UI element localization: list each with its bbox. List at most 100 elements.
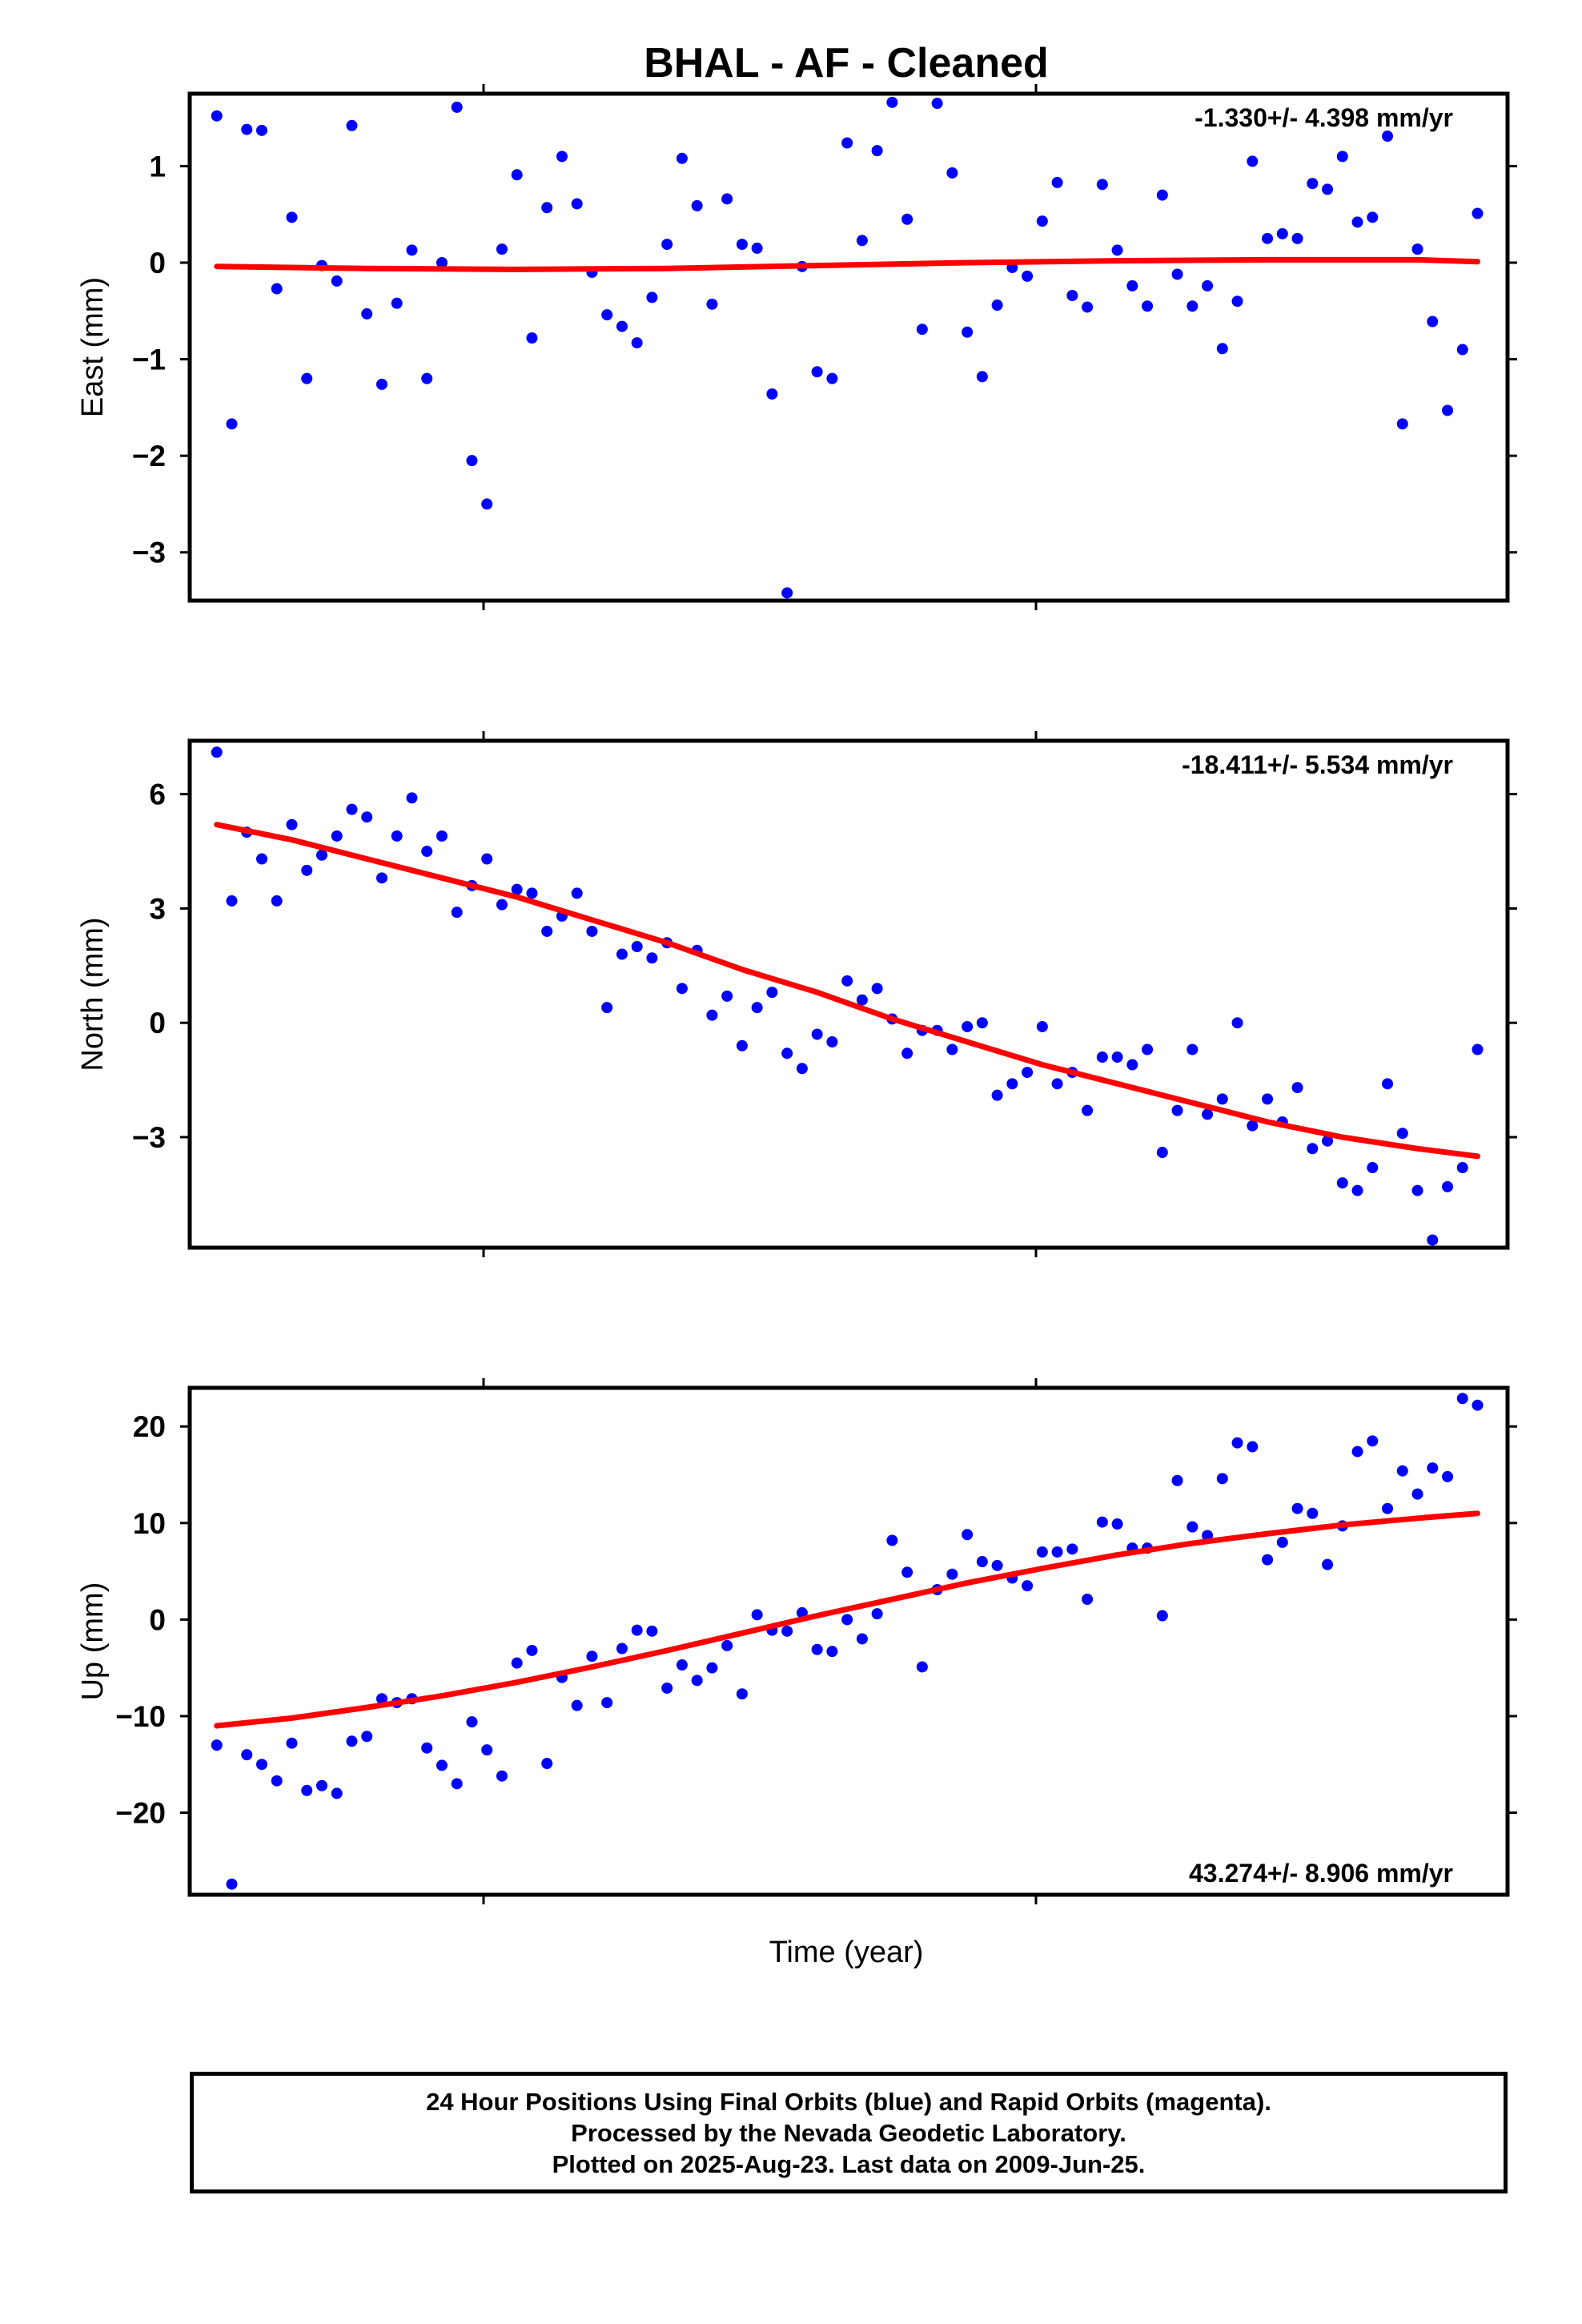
north-data-point bbox=[421, 846, 433, 858]
east-ytick-label: −3 bbox=[132, 537, 166, 569]
up-data-point bbox=[826, 1646, 838, 1658]
north-data-point bbox=[601, 1002, 613, 1014]
east-data-point bbox=[1096, 179, 1108, 191]
east-data-point bbox=[1307, 178, 1319, 190]
up-data-point bbox=[346, 1735, 358, 1747]
east-data-point bbox=[526, 332, 538, 344]
north-data-point bbox=[1156, 1147, 1168, 1159]
north-data-point bbox=[496, 899, 508, 911]
up-data-point bbox=[1022, 1580, 1034, 1592]
north-data-point bbox=[226, 895, 238, 907]
east-data-point bbox=[1142, 300, 1154, 312]
up-data-point bbox=[781, 1625, 793, 1637]
north-trend-line bbox=[214, 822, 1480, 1160]
east-data-point bbox=[1351, 216, 1363, 228]
east-ytick-label: −1 bbox=[132, 344, 166, 376]
north-data-point bbox=[1186, 1043, 1199, 1055]
east-data-point bbox=[1276, 227, 1288, 239]
east-data-point bbox=[255, 124, 267, 136]
north-data-point bbox=[1442, 1180, 1454, 1192]
north-data-point bbox=[1351, 1184, 1363, 1196]
east-data-point bbox=[646, 292, 658, 304]
north-data-point bbox=[301, 864, 313, 876]
up-data-point bbox=[601, 1697, 613, 1709]
east-data-point bbox=[1427, 316, 1439, 328]
up-ytick-label: 0 bbox=[149, 1603, 166, 1636]
up-data-point bbox=[1036, 1546, 1048, 1558]
footer-box: 24 Hour Positions Using Final Orbits (bl… bbox=[190, 2072, 1508, 2193]
up-data-point bbox=[541, 1758, 553, 1770]
east-data-point bbox=[271, 283, 283, 295]
east-data-point bbox=[1247, 155, 1259, 167]
east-y-axis-label: East (mm) bbox=[76, 277, 110, 417]
up-data-point bbox=[916, 1661, 928, 1673]
north-ytick-label: 0 bbox=[149, 1007, 166, 1039]
east-data-point bbox=[511, 169, 523, 181]
up-data-point bbox=[616, 1642, 628, 1655]
up-data-point bbox=[211, 1739, 223, 1751]
north-data-point bbox=[766, 987, 778, 999]
up-data-point bbox=[1351, 1445, 1363, 1458]
up-data-point bbox=[1066, 1543, 1078, 1555]
east-data-point bbox=[1262, 232, 1274, 244]
north-data-point bbox=[315, 849, 327, 861]
east-data-point bbox=[1082, 301, 1094, 313]
east-data-point bbox=[571, 198, 583, 210]
up-data-point bbox=[481, 1744, 493, 1756]
up-data-point bbox=[962, 1529, 974, 1541]
north-data-point bbox=[1456, 1162, 1468, 1174]
east-panel-frame bbox=[187, 91, 1510, 603]
north-data-point bbox=[481, 853, 493, 865]
north-data-point bbox=[436, 830, 448, 842]
north-data-point bbox=[1022, 1067, 1034, 1079]
up-data-point bbox=[1411, 1488, 1423, 1500]
east-data-point bbox=[421, 372, 433, 384]
up-data-point bbox=[946, 1568, 958, 1580]
north-data-point bbox=[211, 746, 223, 758]
north-data-point bbox=[361, 811, 373, 823]
north-data-point bbox=[1216, 1093, 1228, 1105]
up-data-point bbox=[421, 1742, 433, 1754]
east-data-point bbox=[856, 235, 868, 247]
up-data-point bbox=[871, 1608, 883, 1620]
east-data-point bbox=[1456, 344, 1468, 356]
up-rate-label: 43.274+/- 8.906 mm/yr bbox=[1189, 1859, 1453, 1888]
east-data-point bbox=[301, 372, 313, 384]
east-data-point bbox=[1022, 270, 1034, 282]
up-data-point bbox=[796, 1606, 808, 1618]
north-data-point bbox=[451, 907, 463, 919]
north-data-point bbox=[856, 994, 868, 1006]
north-data-point bbox=[1006, 1078, 1018, 1090]
east-data-point bbox=[1411, 243, 1423, 255]
north-data-point bbox=[781, 1047, 793, 1059]
east-data-point bbox=[1066, 289, 1078, 301]
north-data-point bbox=[1247, 1120, 1259, 1132]
east-data-point bbox=[1036, 215, 1048, 227]
north-data-point bbox=[1036, 1020, 1048, 1032]
up-ytick-label: −20 bbox=[115, 1797, 166, 1830]
up-data-point bbox=[901, 1566, 913, 1578]
up-y-axis-label: Up (mm) bbox=[76, 1582, 110, 1701]
east-plot-area bbox=[211, 96, 1484, 599]
up-data-point bbox=[841, 1614, 853, 1626]
up-data-point bbox=[751, 1609, 763, 1621]
up-data-point bbox=[631, 1624, 643, 1636]
north-data-point bbox=[346, 803, 358, 815]
north-data-point bbox=[962, 1020, 974, 1032]
north-data-point bbox=[271, 895, 283, 907]
up-data-point bbox=[991, 1559, 1003, 1571]
east-data-point bbox=[375, 378, 387, 390]
up-data-point bbox=[1291, 1502, 1303, 1514]
up-data-point bbox=[1156, 1610, 1168, 1622]
up-data-point bbox=[691, 1675, 703, 1687]
east-data-point bbox=[286, 211, 298, 223]
up-plot-area bbox=[211, 1393, 1484, 1890]
east-data-point bbox=[331, 275, 343, 287]
up-data-point bbox=[1276, 1536, 1288, 1548]
up-data-point bbox=[375, 1693, 387, 1705]
north-data-point bbox=[1202, 1108, 1214, 1120]
north-plot-area bbox=[211, 746, 1484, 1246]
north-data-point bbox=[1096, 1051, 1108, 1063]
east-data-point bbox=[976, 371, 988, 383]
up-data-point bbox=[1171, 1474, 1183, 1486]
